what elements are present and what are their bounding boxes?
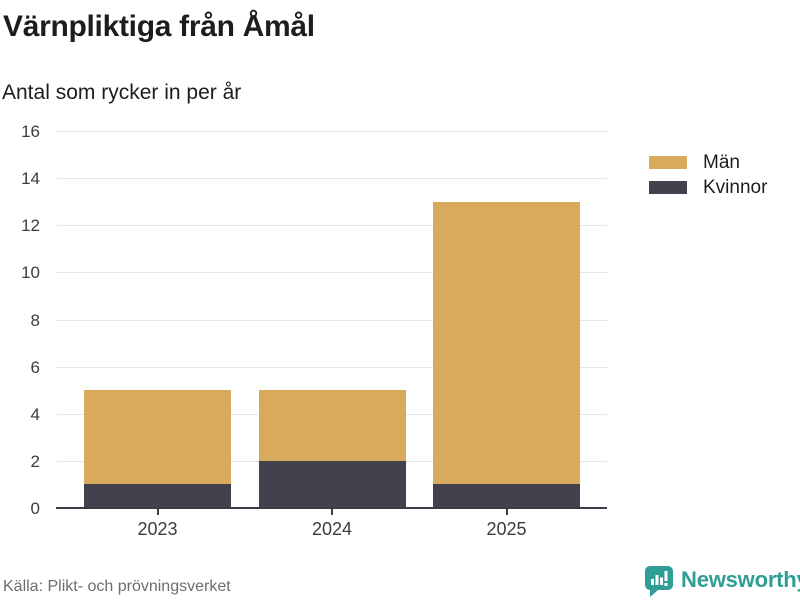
gridline-y10 <box>57 272 607 274</box>
y-axis: 0 2 4 6 8 10 12 14 16 <box>0 123 48 517</box>
x-tick-2023 <box>156 509 159 515</box>
bar-2023-kvinnor <box>84 484 231 508</box>
gridline-y12 <box>57 225 607 227</box>
x-axis-line <box>56 507 607 509</box>
newsworthy-logo-icon <box>645 566 673 597</box>
y-tick-label-0: 0 <box>30 499 40 518</box>
legend: Män Kvinnor <box>649 150 767 200</box>
chart-title: Värnpliktiga från Åmål <box>3 10 315 43</box>
y-tick-label-12: 12 <box>21 216 40 236</box>
y-tick-label-14: 14 <box>21 169 40 189</box>
gridline-y8 <box>57 319 607 321</box>
legend-label-kvinnor: Kvinnor <box>703 176 768 198</box>
gridline-y16 <box>57 131 607 132</box>
newsworthy-brand: Newsworthy <box>644 564 800 598</box>
newsworthy-wordmark: Newsworthy <box>681 567 800 592</box>
x-tick-2024 <box>331 509 333 515</box>
source-note: Källa: Plikt- och prövningsverket <box>3 578 231 595</box>
y-tick-label-8: 8 <box>30 310 40 330</box>
bar-2025-män <box>433 201 580 485</box>
gridline-y14 <box>57 178 607 180</box>
y-tick-label-2: 2 <box>30 451 40 471</box>
bar-2024-män <box>258 390 406 461</box>
bar-2024-kvinnor <box>258 460 406 508</box>
y-tick-label-10: 10 <box>21 263 40 283</box>
y-tick-label-4: 4 <box>30 404 40 424</box>
x-tick-label-2023: 2023 <box>137 519 178 539</box>
chart-subtitle: Antal som rycker in per år <box>2 81 242 104</box>
gridline-y6 <box>57 366 607 368</box>
bar-2023-män <box>84 390 231 485</box>
y-tick-label-6: 6 <box>30 357 40 377</box>
legend-label-män: Män <box>703 151 740 173</box>
plot-area <box>57 131 607 508</box>
legend-item-män: Män <box>649 150 767 175</box>
x-tick-label-2024: 2024 <box>311 519 353 539</box>
legend-swatch-kvinnor <box>649 181 687 194</box>
bar-2025-kvinnor <box>433 484 580 508</box>
legend-swatch-män <box>649 156 687 169</box>
x-tick-label-2025: 2025 <box>486 519 527 539</box>
legend-item-kvinnor: Kvinnor <box>649 175 767 200</box>
x-tick-2025 <box>505 509 508 515</box>
y-tick-label-16: 16 <box>21 122 40 141</box>
